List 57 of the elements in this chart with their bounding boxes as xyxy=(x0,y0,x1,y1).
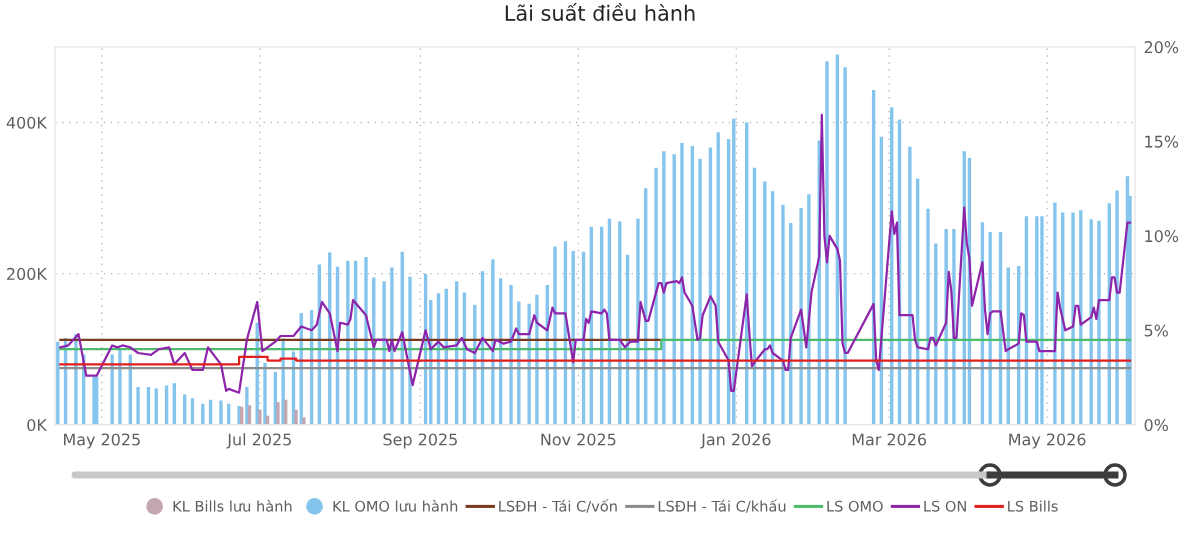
bar xyxy=(1115,190,1119,425)
bar xyxy=(807,194,811,425)
bar xyxy=(763,181,767,425)
bar xyxy=(136,387,140,425)
y2-tick-label: 5% xyxy=(1144,324,1168,337)
bar xyxy=(110,354,114,425)
bar xyxy=(201,403,205,425)
bar xyxy=(219,400,223,425)
legend-label: LS Bills xyxy=(1008,500,1058,512)
legend-label: LS ON xyxy=(924,500,966,512)
bar xyxy=(908,146,912,425)
bar xyxy=(118,349,122,425)
y-tick-label: 200K xyxy=(7,267,48,280)
bar xyxy=(302,417,306,425)
bar xyxy=(698,158,702,425)
y-tick-label: 400K xyxy=(6,116,48,129)
x-tick-label: Mar 2026 xyxy=(852,433,927,446)
bar xyxy=(843,67,847,425)
y2-tick-label: 0% xyxy=(1144,419,1168,432)
bar xyxy=(276,402,280,425)
bar xyxy=(263,362,267,425)
bar xyxy=(281,338,285,425)
bar xyxy=(662,151,666,425)
bar xyxy=(825,61,829,425)
bar xyxy=(553,246,557,425)
chart-title: Lãi suất điều hành xyxy=(505,3,695,21)
x-tick-label: Jul 2025 xyxy=(226,433,291,449)
bar xyxy=(364,257,368,425)
x-tick-label: Nov 2025 xyxy=(541,433,616,446)
legend-label: KL OMO lưu hành xyxy=(333,499,458,512)
x-tick-label: Jan 2026 xyxy=(700,433,771,449)
bar xyxy=(680,142,684,425)
bar xyxy=(799,207,803,425)
legend-label: LSĐH - Tái C/vốn xyxy=(499,499,617,513)
y2-tick-label: 20% xyxy=(1144,41,1179,54)
legend-label: LSĐH - Tái C/khấu xyxy=(658,499,786,513)
bar xyxy=(654,167,658,425)
bar xyxy=(781,204,785,425)
y2-tick-label: 15% xyxy=(1145,135,1179,148)
bar xyxy=(988,232,992,425)
x-tick-label: May 2025 xyxy=(64,433,140,449)
x-tick-label: May 2026 xyxy=(1009,433,1086,449)
bar xyxy=(382,281,386,425)
bar xyxy=(926,208,930,425)
bar xyxy=(1089,219,1093,425)
legend-label: KL Bills lưu hành xyxy=(173,499,292,512)
bar xyxy=(245,387,249,425)
bar xyxy=(527,303,531,425)
bar xyxy=(1097,220,1101,425)
bar xyxy=(294,409,298,425)
y-tick-label: 0K xyxy=(27,419,48,432)
y2-tick-label: 10% xyxy=(1145,230,1179,243)
bar xyxy=(1071,212,1075,425)
legend-label: LS OMO xyxy=(827,500,883,512)
line-series xyxy=(59,113,1132,394)
bar xyxy=(1040,216,1044,425)
x-tick-label: Sep 2025 xyxy=(383,433,457,449)
